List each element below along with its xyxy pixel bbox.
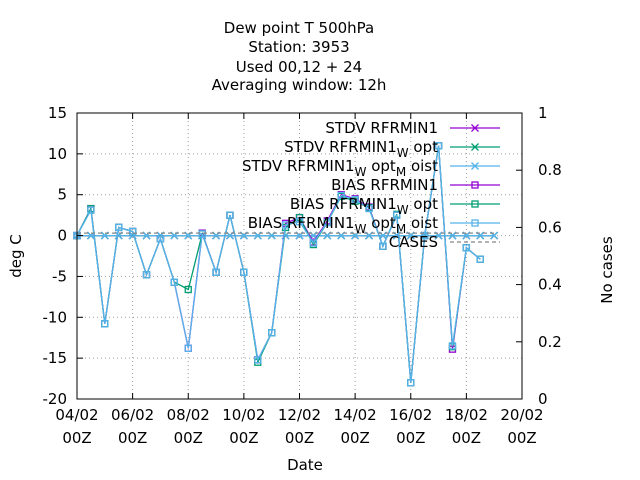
y-tick-label: 0	[57, 227, 67, 245]
y2-tick-label: 0.8	[538, 161, 562, 179]
point-marker	[323, 218, 331, 227]
point-marker	[184, 344, 192, 352]
title-line-2: Station: 3953	[248, 38, 349, 56]
point-marker	[471, 124, 479, 132]
x-tick-label: 00Z	[340, 429, 369, 447]
title-line-3: Used 00,12 + 24	[236, 58, 362, 76]
x-tick-label: 00Z	[396, 429, 425, 447]
point-marker	[240, 268, 248, 276]
x-tick-label: 00Z	[118, 429, 147, 447]
legend-entry: STDV RFRMIN1W optM oist	[242, 157, 500, 179]
point-marker	[337, 191, 345, 200]
chart-title: Dew point T 500hPa Station: 3953 Used 00…	[212, 19, 387, 94]
x-tick-label: 00Z	[507, 429, 536, 447]
x-tick-label: 20/02	[500, 406, 543, 424]
y2-tick-label: 1	[538, 104, 548, 122]
point-marker	[128, 227, 137, 236]
y-tick-label: -10	[43, 308, 68, 326]
point-marker	[198, 230, 206, 238]
point-marker	[254, 356, 262, 364]
x-tick-label: 00Z	[174, 429, 203, 447]
legend-label: STDV RFRMIN1W optM oist	[242, 157, 438, 179]
point-marker	[434, 231, 443, 240]
point-marker	[471, 181, 479, 189]
point-marker	[281, 221, 290, 229]
point-marker	[421, 231, 429, 240]
point-marker	[295, 213, 304, 222]
x-axis-label: Date	[287, 456, 323, 474]
x-tick-label: 12/02	[278, 406, 321, 424]
point-marker	[471, 200, 479, 208]
point-marker	[101, 320, 109, 328]
legend-entry: CASES	[389, 233, 500, 251]
y-tick-label: -20	[43, 390, 68, 408]
x-tick-label: 04/02	[55, 406, 98, 424]
legend-label: CASES	[389, 233, 438, 251]
axes: 04/02 00Z 06/02 00Z 08/02 00Z 10/02 00Z 12/02 00Z…	[43, 104, 562, 447]
y-tick-label: -15	[43, 349, 68, 367]
x-tick-label: 00Z	[285, 429, 314, 447]
point-marker	[476, 231, 485, 240]
point-marker	[471, 162, 479, 170]
y-tick-label: 15	[48, 104, 67, 122]
point-marker	[434, 142, 443, 150]
title-line-1: Dew point T 500hPa	[224, 19, 374, 37]
point-marker	[379, 242, 387, 250]
point-marker	[462, 231, 471, 240]
point-marker	[365, 204, 373, 213]
point-marker	[448, 231, 457, 240]
legend-entry: BIAS RFRMIN1	[331, 176, 500, 194]
plot-area	[73, 142, 499, 387]
point-marker	[226, 211, 234, 219]
point-marker	[156, 235, 165, 243]
point-marker	[268, 329, 276, 337]
title-line-4: Averaging window: 12h	[212, 76, 387, 94]
point-marker	[309, 239, 318, 247]
point-marker	[351, 195, 359, 204]
x-tick-label: 00Z	[229, 429, 258, 447]
point-marker	[448, 342, 457, 350]
y-axis-label: deg C	[7, 234, 25, 278]
series-line	[76, 145, 481, 383]
x-tick-label: 16/02	[389, 406, 432, 424]
point-marker	[471, 143, 479, 151]
point-marker	[87, 206, 95, 214]
point-marker	[407, 379, 415, 387]
point-marker	[184, 285, 192, 294]
point-marker	[471, 219, 479, 227]
y2-tick-label: 0.6	[538, 218, 562, 236]
x-tick-label: 18/02	[445, 406, 488, 424]
point-marker	[295, 218, 304, 226]
x-tick-label: 10/02	[222, 406, 265, 424]
x-tick-label: 14/02	[334, 406, 377, 424]
point-marker	[393, 211, 401, 219]
legend-entry: STDV RFRMIN1	[325, 119, 500, 137]
point-marker	[212, 268, 220, 276]
series-6	[73, 142, 484, 387]
point-marker	[490, 231, 499, 240]
x-tick-label: 00Z	[62, 429, 91, 447]
x-tick-label: 06/02	[111, 406, 154, 424]
y2-tick-label: 0.4	[538, 276, 562, 294]
point-marker	[476, 255, 484, 263]
point-marker	[170, 278, 178, 286]
y-tick-label: -5	[52, 267, 67, 285]
y-tick-label: 10	[48, 145, 67, 163]
y2-tick-label: 0	[538, 390, 548, 408]
point-marker	[115, 223, 123, 232]
legend-label: BIAS RFRMIN1W optM oist	[248, 214, 438, 236]
legend-label: STDV RFRMIN1	[325, 119, 438, 137]
legend-entry: BIAS RFRMIN1W optM oist	[248, 214, 500, 236]
y-tick-label: 5	[57, 186, 67, 204]
x-tick-label: 08/02	[167, 406, 210, 424]
legend-label: BIAS RFRMIN1	[331, 176, 438, 194]
x-tick-label: 00Z	[452, 429, 481, 447]
y2-axis-label: No cases	[598, 236, 616, 304]
point-marker	[462, 244, 471, 252]
y2-tick-label: 0.2	[538, 333, 562, 351]
point-marker	[142, 271, 151, 279]
